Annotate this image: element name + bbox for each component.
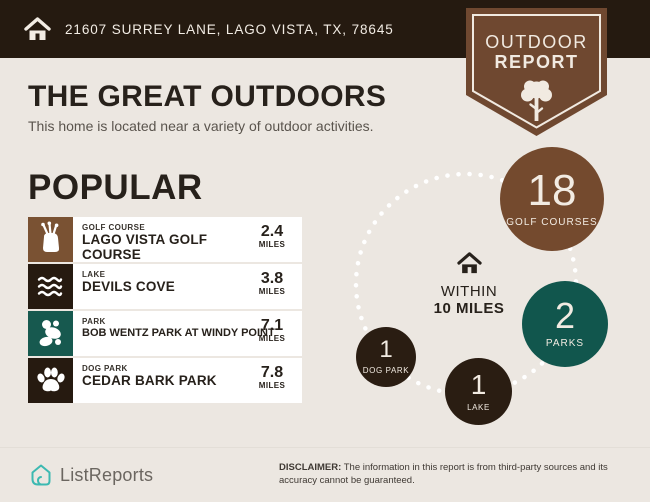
list-item-text: DOG PARK CEDAR BARK PARK — [73, 358, 242, 403]
item-distance: 7.1 MILES — [242, 311, 302, 356]
disclaimer-text: DISCLAIMER: The information in this repo… — [279, 462, 624, 488]
bubble-label: GOLF COURSES — [506, 217, 598, 229]
list-item-text: PARK BOB WENTZ PARK AT WINDY POINT — [73, 311, 275, 356]
popular-list: GOLF COURSE LAGO VISTA GOLF COURSE 2.4 M… — [28, 217, 302, 405]
bubble-label: LAKE — [467, 402, 490, 412]
golf-bag-icon — [28, 217, 73, 262]
item-name: DEVILS COVE — [82, 279, 175, 294]
bubble-dog-park: 1 DOG PARK — [356, 327, 416, 387]
item-name: LAGO VISTA GOLF COURSE — [82, 232, 208, 262]
list-item-lake: LAKE DEVILS COVE 3.8 MILES — [28, 264, 302, 309]
badge-line2: REPORT — [494, 52, 578, 72]
list-item-text: GOLF COURSE LAGO VISTA GOLF COURSE — [73, 217, 242, 262]
list-item-text: LAKE DEVILS COVE — [73, 264, 242, 309]
list-item-dog-park: DOG PARK CEDAR BARK PARK 7.8 MILES — [28, 358, 302, 403]
distance-unit: MILES — [258, 287, 286, 296]
listreports-brand: ListReports — [30, 463, 153, 487]
paw-icon — [28, 358, 73, 403]
distance-unit: MILES — [258, 334, 286, 343]
disclaimer-body: The information in this report is from t… — [279, 462, 608, 486]
bubble-count: 2 — [554, 295, 576, 337]
bubble-golf-courses: 18 GOLF COURSES — [500, 147, 604, 251]
bubble-parks: 2 PARKS — [522, 281, 608, 367]
item-category: PARK — [82, 317, 106, 326]
bubble-count: 18 — [527, 166, 577, 216]
distance-value: 3.8 — [260, 270, 284, 287]
distance-value: 7.8 — [260, 364, 284, 381]
waves-icon — [28, 264, 73, 309]
property-address: 21607 SURREY LANE, LAGO VISTA, TX, 78645 — [65, 21, 394, 37]
bubble-label: PARKS — [545, 338, 585, 350]
home-icon — [24, 16, 51, 40]
distance-unit: MILES — [258, 240, 286, 249]
item-name: BOB WENTZ PARK AT WINDY POINT — [82, 327, 275, 339]
page-title: THE GREAT OUTDOORS — [28, 80, 387, 113]
distance-value: 2.4 — [260, 223, 284, 240]
bubble-label: DOG PARK — [362, 366, 410, 376]
item-category: LAKE — [82, 270, 106, 279]
bubble-count: 1 — [379, 336, 393, 364]
item-distance: 2.4 MILES — [242, 217, 302, 262]
item-category: GOLF COURSE — [82, 223, 146, 232]
footer: ListReports DISCLAIMER: The information … — [0, 447, 650, 502]
item-category: DOG PARK — [82, 364, 128, 373]
within-label: WITHIN — [440, 283, 498, 300]
distance-unit: MILES — [258, 381, 286, 390]
home-icon — [456, 252, 482, 274]
tree-icon — [521, 80, 552, 121]
popular-heading: POPULAR — [28, 168, 203, 207]
outdoor-report-badge: OUTDOOR REPORT — [466, 8, 607, 136]
list-item-park: PARK BOB WENTZ PARK AT WINDY POINT 7.1 M… — [28, 311, 302, 356]
badge-line1: OUTDOOR — [485, 32, 588, 52]
radius-label: 10 MILES — [433, 300, 505, 317]
distance-value: 7.1 — [260, 317, 284, 334]
disclaimer-label: DISCLAIMER: — [279, 462, 342, 474]
bubble-count: 1 — [470, 368, 487, 400]
list-item-golf-course: GOLF COURSE LAGO VISTA GOLF COURSE 2.4 M… — [28, 217, 302, 262]
item-distance: 7.8 MILES — [242, 358, 302, 403]
page-subtitle: This home is located near a variety of o… — [28, 118, 374, 134]
park-people-icon — [28, 311, 73, 356]
bubble-lake: 1 LAKE — [445, 358, 512, 425]
listreports-logo-icon — [31, 464, 51, 486]
radius-bubble-chart: 18 GOLF COURSES 2 PARKS 1 DOG PARK 1 LAK… — [330, 140, 650, 440]
brand-name: ListReports — [60, 464, 154, 485]
item-name: CEDAR BARK PARK — [82, 373, 217, 388]
item-distance: 3.8 MILES — [242, 264, 302, 309]
chart-center-label: WITHIN 10 MILES — [409, 252, 529, 317]
